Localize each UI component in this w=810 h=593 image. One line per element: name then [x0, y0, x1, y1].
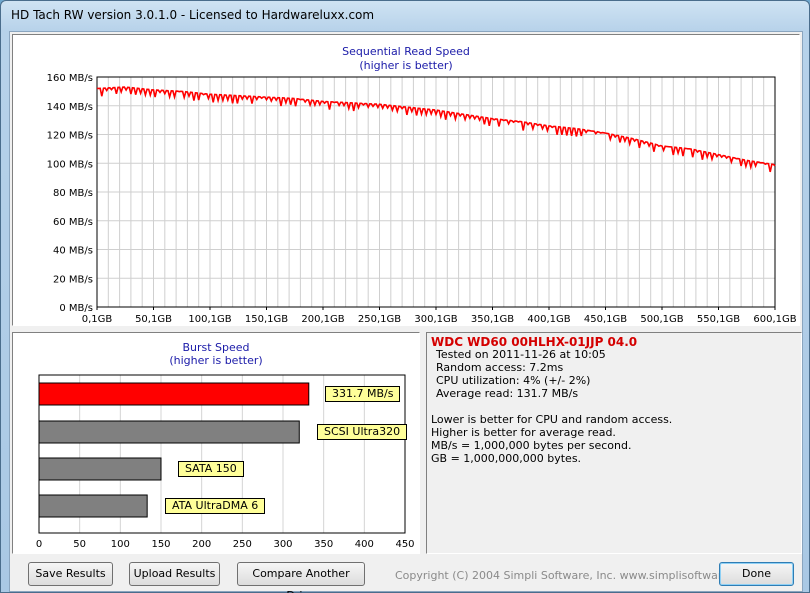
x-tick-label: 50,1GB — [135, 314, 172, 325]
burst-chart-title: Burst Speed — [182, 341, 250, 354]
x-tick-label: 200,1GB — [301, 314, 344, 325]
burst-bar — [38, 494, 148, 518]
burst-x-tick-label: 350 — [314, 539, 333, 550]
y-tick-label: 140 MB/s — [47, 102, 93, 113]
x-tick-label: 550,1GB — [697, 314, 740, 325]
note-mbs-definition: MB/s = 1,000,000 bytes per second. — [431, 439, 632, 452]
x-tick-label: 300,1GB — [414, 314, 457, 325]
burst-plot-border — [38, 374, 406, 534]
x-tick-label: 500,1GB — [640, 314, 683, 325]
random-access: Random access: 7.2ms — [436, 361, 564, 374]
burst-x-tick-label: 100 — [111, 539, 130, 550]
y-tick-label: 80 MB/s — [53, 188, 93, 199]
x-tick-label: 250,1GB — [358, 314, 401, 325]
y-tick-label: 100 MB/s — [47, 159, 93, 170]
burst-x-tick-label: 50 — [73, 539, 86, 550]
drive-info-panel: WDC WD60 00HLHX-01JJP 04.0 Tested on 201… — [426, 332, 802, 554]
x-tick-label: 150,1GB — [245, 314, 288, 325]
note-gb-definition: GB = 1,000,000,000 bytes. — [431, 452, 582, 465]
burst-bar-label: SCSI Ultra320 — [317, 424, 408, 440]
save-results-button[interactable]: Save Results — [28, 562, 113, 586]
sequential-chart-title: Sequential Read Speed — [342, 45, 470, 58]
y-tick-label: 40 MB/s — [53, 246, 93, 257]
copyright-text: Copyright (C) 2004 Simpli Software, Inc.… — [395, 569, 756, 582]
sequential-chart: 160 MB/s 140 MB/s 120 MB/s 100 MB/s 80 MB/s 6… — [47, 73, 797, 325]
burst-x-tick-label: 200 — [192, 539, 211, 550]
y-tick-label: 160 MB/s — [47, 73, 93, 84]
y-tick-label: 20 MB/s — [53, 274, 93, 285]
x-tick-label: 0,1GB — [82, 314, 113, 325]
y-tick-label: 0 MB/s — [59, 303, 93, 314]
burst-x-tick-label: 250 — [233, 539, 252, 550]
burst-bar — [38, 457, 162, 481]
sequential-read-line — [96, 86, 776, 173]
burst-bar-label: 331.7 MB/s — [325, 386, 401, 402]
burst-x-tick-label: 150 — [151, 539, 170, 550]
compare-drive-button[interactable]: Compare Another Drive — [237, 562, 365, 593]
drive-name: WDC WD60 00HLHX-01JJP 04.0 — [431, 335, 638, 349]
burst-bar — [38, 382, 310, 406]
x-tick-label: 400,1GB — [527, 314, 570, 325]
window-title: HD Tach RW version 3.0.1.0 - Licensed to… — [11, 8, 375, 22]
burst-chart-subtitle: (higher is better) — [169, 354, 263, 367]
burst-bar-label: SATA 150 — [178, 461, 244, 477]
note-higher-better: Higher is better for average read. — [431, 426, 616, 439]
y-tick-label: 60 MB/s — [53, 217, 93, 228]
y-tick-label: 120 MB/s — [47, 131, 93, 142]
tested-date: Tested on 2011-11-26 at 10:05 — [436, 348, 606, 361]
client-area: Sequential Read Speed (higher is better)… — [9, 31, 803, 593]
upload-results-button[interactable]: Upload Results — [129, 562, 220, 586]
burst-x-tick-label: 300 — [273, 539, 292, 550]
burst-x-tick-label: 450 — [395, 539, 414, 550]
title-bar[interactable]: HD Tach RW version 3.0.1.0 - Licensed to… — [1, 1, 809, 31]
sequential-chart-panel: Sequential Read Speed (higher is better)… — [12, 34, 800, 326]
x-tick-label: 600,1GB — [753, 314, 796, 325]
burst-chart: 0 50 100 150 200 250 300 350 400 450 — [36, 374, 415, 550]
cpu-utilization: CPU utilization: 4% (+/- 2%) — [436, 374, 591, 387]
burst-chart-panel: Burst Speed (higher is better) 0 50 100 150… — [12, 332, 420, 554]
x-tick-label: 450,1GB — [584, 314, 627, 325]
x-tick-label: 350,1GB — [471, 314, 514, 325]
burst-bar — [38, 420, 300, 444]
note-lower-better: Lower is better for CPU and random acces… — [431, 413, 673, 426]
sequential-chart-subtitle: (higher is better) — [359, 59, 453, 72]
x-tick-label: 100,1GB — [188, 314, 231, 325]
burst-x-tick-label: 0 — [36, 539, 42, 550]
burst-bar-label: ATA UltraDMA 6 — [165, 498, 266, 514]
done-button[interactable]: Done — [719, 562, 794, 586]
burst-x-tick-label: 400 — [355, 539, 374, 550]
average-read: Average read: 131.7 MB/s — [436, 387, 579, 400]
